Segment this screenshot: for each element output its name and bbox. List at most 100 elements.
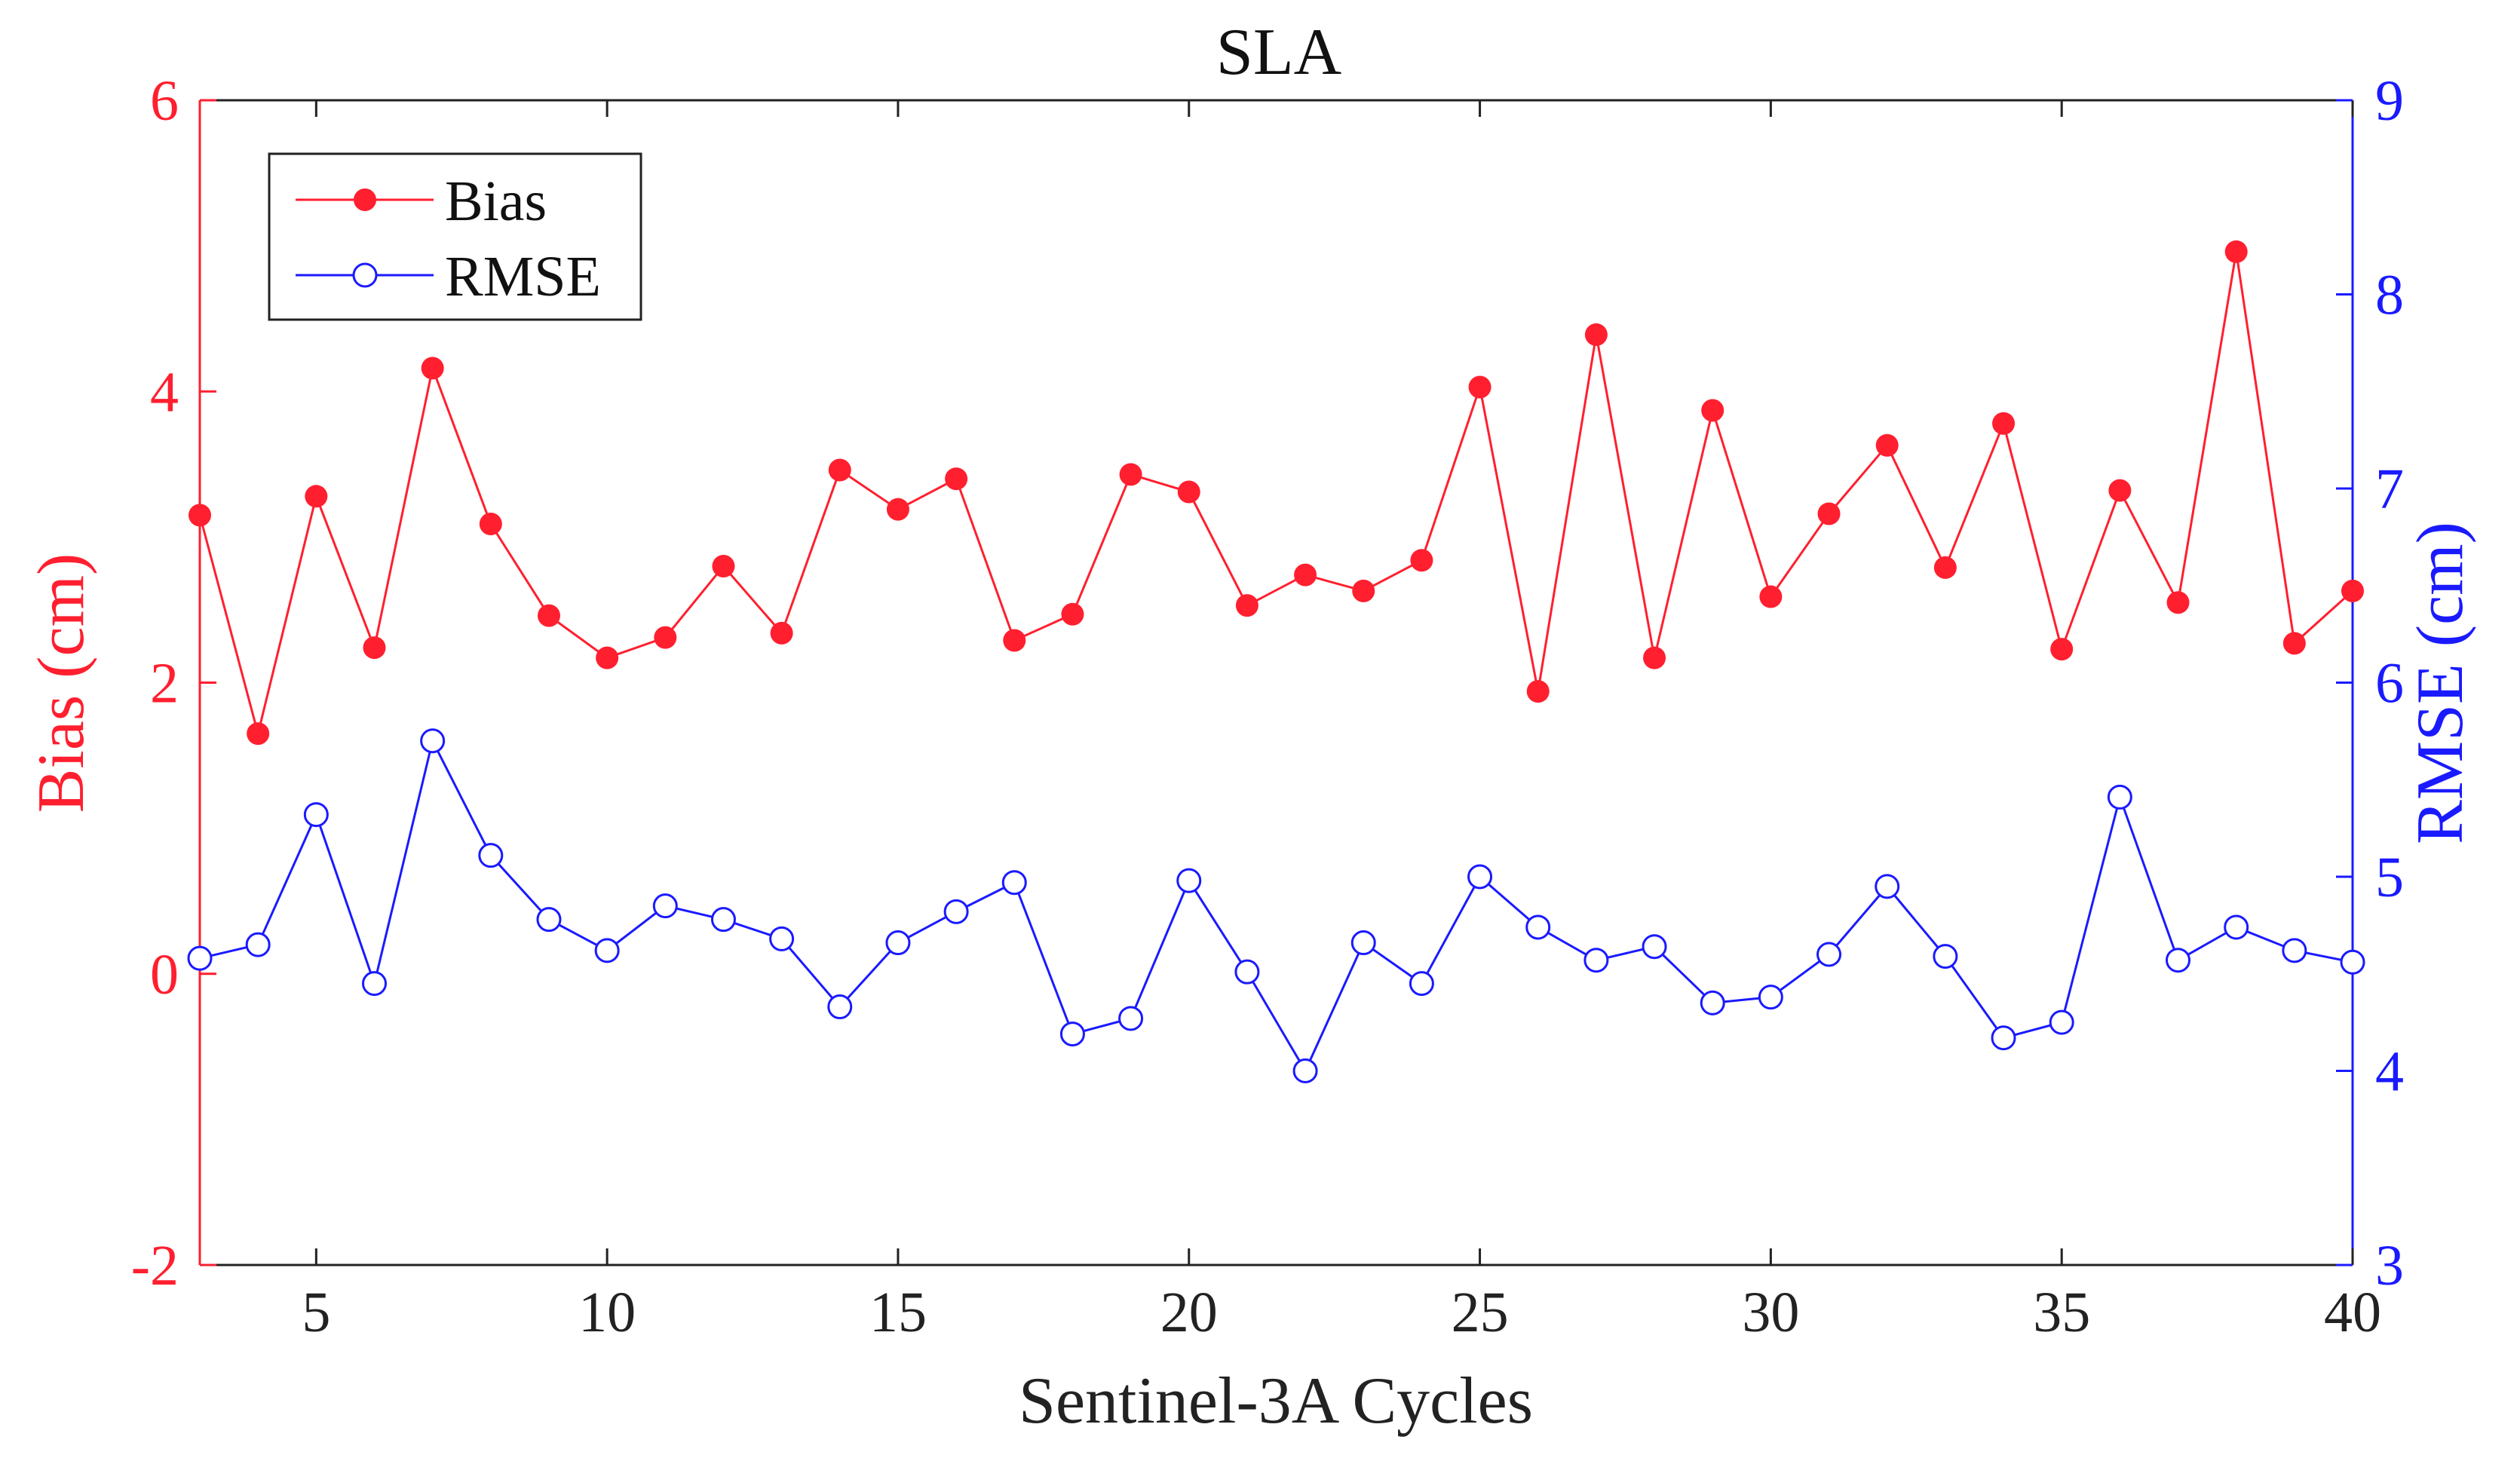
rmse-point — [536, 907, 562, 933]
legend-rmse-marker — [352, 262, 378, 288]
rmse-point — [1409, 971, 1434, 997]
rmse-point — [303, 802, 329, 828]
bias-point — [1992, 412, 2016, 435]
bias-point — [828, 458, 851, 482]
x-tick-label: 10 — [578, 1281, 636, 1344]
rmse-point — [827, 994, 853, 1020]
bias-point — [2166, 591, 2190, 614]
bias-point — [1526, 680, 1550, 703]
rmse-point — [1700, 990, 1725, 1015]
rmse-point — [1350, 930, 1376, 956]
rmse-point — [1933, 944, 1958, 969]
rmse-point — [1642, 934, 1667, 960]
rmse-point — [769, 926, 795, 951]
x-tick-label: 15 — [869, 1281, 927, 1344]
right-tick-label: 4 — [2375, 1040, 2404, 1104]
rmse-point — [478, 843, 504, 868]
bias-point — [189, 504, 211, 527]
right-tick-label: 8 — [2375, 264, 2404, 327]
x-axis-label: Sentinel-3A Cycles — [1019, 1365, 1533, 1438]
x-tick-label: 5 — [302, 1281, 330, 1344]
rmse-point — [1583, 948, 1609, 973]
bias-point — [1003, 629, 1026, 652]
rmse-point — [1292, 1058, 1318, 1083]
right-tick-label: 7 — [2375, 458, 2404, 521]
bias-point — [1119, 463, 1142, 486]
x-axis-ticks: 5 10 15 20 25 30 35 40 — [302, 100, 2381, 1344]
bias-point — [247, 722, 270, 746]
rmse-point — [1467, 864, 1493, 890]
rmse-point — [187, 945, 213, 971]
bias-point — [1235, 594, 1258, 617]
series-layer — [187, 240, 2365, 1083]
bias-point — [1061, 602, 1084, 626]
bias-point — [305, 485, 328, 508]
bias-point — [712, 555, 735, 577]
left-tick-label: 6 — [150, 69, 179, 133]
rmse-point — [245, 932, 271, 957]
bias-point — [1875, 433, 1899, 457]
bias-point — [596, 646, 619, 669]
left-axis-label: Bias (cm) — [25, 553, 98, 813]
bias-point — [2341, 579, 2364, 602]
bias-point — [2224, 240, 2248, 263]
rmse-point — [1816, 942, 1842, 967]
left-tick-label: -2 — [131, 1234, 179, 1297]
rmse-point — [1059, 1021, 1085, 1047]
bias-point — [421, 357, 444, 380]
legend-entry-bias: Bias — [296, 170, 547, 233]
rmse-point — [361, 971, 387, 997]
rmse-point — [1234, 959, 1260, 985]
rmse-point — [710, 907, 736, 933]
legend-rmse-label: RMSE — [445, 245, 601, 308]
rmse-point — [1991, 1025, 2016, 1051]
rmse-point — [1758, 985, 1783, 1010]
legend-entry-rmse: RMSE — [296, 245, 601, 308]
rmse-point — [2166, 948, 2191, 973]
rmse-point — [594, 938, 620, 963]
bias-point — [2282, 632, 2306, 655]
rmse-point — [2049, 1009, 2074, 1035]
rmse-point — [1118, 1006, 1144, 1031]
rmse-point — [1875, 874, 1900, 899]
bias-point — [479, 512, 502, 535]
left-axis-ticks: -2 0 2 4 6 — [131, 69, 216, 1297]
bias-point — [1468, 375, 1491, 399]
bias-point — [1701, 399, 1724, 422]
x-tick-label: 40 — [2324, 1281, 2381, 1344]
bias-point — [1817, 502, 1841, 525]
rmse-point — [943, 899, 969, 924]
rmse-point — [652, 893, 678, 919]
left-tick-label: 4 — [150, 360, 179, 424]
x-tick-label: 30 — [1742, 1281, 1799, 1344]
rmse-point — [1001, 870, 1027, 896]
left-tick-label: 2 — [150, 652, 179, 715]
bias-series-line — [198, 251, 2354, 734]
bias-point — [654, 626, 677, 649]
bias-point — [363, 636, 386, 660]
bias-point — [2050, 638, 2074, 661]
bias-point — [1177, 480, 1200, 504]
rmse-point — [2340, 949, 2365, 975]
right-tick-label: 5 — [2375, 846, 2404, 909]
rmse-point — [2107, 784, 2132, 810]
bias-point — [1410, 549, 1433, 572]
bias-point — [537, 604, 560, 627]
rmse-point — [420, 728, 446, 754]
bias-point — [2108, 479, 2132, 502]
legend: Bias RMSE — [268, 152, 642, 321]
x-tick-label: 20 — [1160, 1281, 1218, 1344]
chart-title: SLA — [1216, 16, 1341, 89]
left-tick-label: 0 — [150, 943, 179, 1006]
bias-point — [1294, 563, 1317, 587]
legend-bias-label: Bias — [445, 170, 547, 233]
rmse-point — [2282, 938, 2307, 963]
rmse-point — [885, 930, 911, 956]
x-tick-label: 25 — [1452, 1281, 1509, 1344]
bias-point — [1643, 646, 1666, 669]
right-axis-ticks: 3 4 5 6 7 8 9 — [2336, 69, 2404, 1297]
bias-point — [1352, 579, 1375, 602]
bias-point — [1584, 323, 1608, 346]
right-tick-label: 6 — [2375, 652, 2404, 715]
rmse-point — [1525, 914, 1551, 940]
